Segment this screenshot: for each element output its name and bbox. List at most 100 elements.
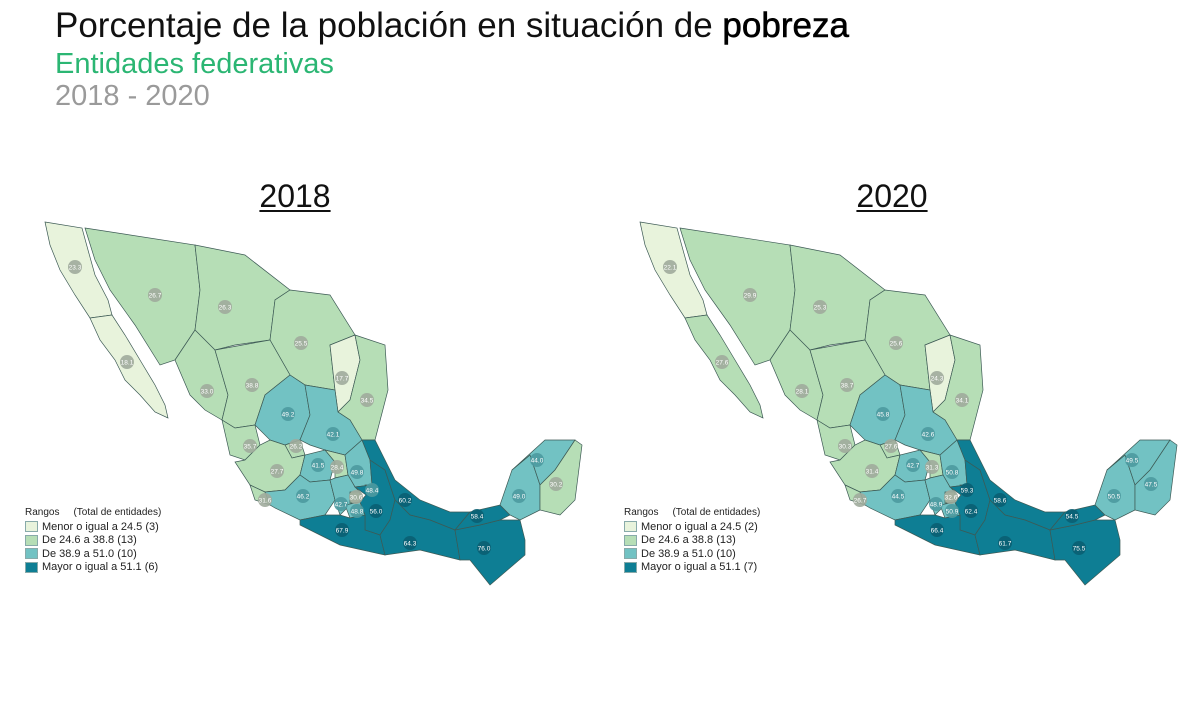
state-region	[789, 244, 886, 351]
value-badge	[1144, 477, 1158, 491]
legend-label: De 38.9 a 51.0 (10)	[42, 547, 137, 560]
state-value-label: 49.0	[513, 494, 526, 501]
value-badge	[470, 509, 484, 523]
value-badge	[289, 439, 303, 453]
state-value-label: 22.1	[664, 265, 677, 272]
value-badge	[944, 490, 958, 504]
value-badge	[930, 371, 944, 385]
value-badge	[663, 260, 677, 274]
value-badge	[930, 523, 944, 537]
value-badge	[330, 460, 344, 474]
state-value-label: 26.3	[219, 305, 232, 312]
state-value-label: 32.6	[945, 495, 958, 502]
map-title-2020: 2020	[856, 178, 928, 214]
state-value-label: 26.7	[149, 293, 162, 300]
legend-swatch	[624, 534, 637, 546]
legend-swatch	[25, 561, 38, 573]
state-value-label: 49.8	[351, 470, 364, 477]
state-value-label: 59.3	[961, 488, 974, 495]
value-badge	[245, 378, 259, 392]
value-badge	[120, 355, 134, 369]
state-region	[1134, 439, 1178, 516]
value-badge	[891, 489, 905, 503]
state-value-label: 27.6	[885, 444, 898, 451]
value-badge	[945, 504, 959, 518]
value-badge	[350, 504, 364, 518]
value-badge	[906, 458, 920, 472]
value-badge	[955, 393, 969, 407]
value-badge	[281, 407, 295, 421]
value-badge	[270, 464, 284, 478]
state-value-label: 30.3	[839, 444, 852, 451]
state-value-label: 23.3	[69, 265, 82, 272]
map-2020: 22.1 27.6 29.9 25.3 25.6 24.3 34.1 28.1 38.7 45.8…	[639, 221, 1178, 586]
value-badge	[68, 260, 82, 274]
legend-subtitle: (Total de entidades)	[73, 507, 162, 518]
state-region	[379, 499, 461, 561]
legend-swatch	[624, 521, 637, 533]
state-value-label: 75.5	[1073, 546, 1086, 553]
legend-title: Rangos	[25, 507, 60, 518]
legend-item: Menor o igual a 24.5 (2)	[624, 520, 760, 534]
state-value-label: 27.7	[271, 469, 284, 476]
legend-label: Menor o igual a 24.5 (3)	[42, 520, 159, 533]
value-badge	[1107, 489, 1121, 503]
value-badge	[218, 300, 232, 314]
value-badge	[335, 371, 349, 385]
state-value-label: 27.6	[716, 360, 729, 367]
state-value-label: 30.2	[550, 482, 563, 489]
value-badge	[477, 541, 491, 555]
value-badge	[1072, 541, 1086, 555]
value-badge	[743, 288, 757, 302]
legend-swatch	[624, 548, 637, 560]
state-value-label: 44.5	[892, 494, 905, 501]
value-badge	[369, 504, 383, 518]
legend-label: De 24.6 a 38.8 (13)	[641, 534, 736, 547]
state-value-label: 28.1	[796, 389, 809, 396]
value-badge	[838, 439, 852, 453]
value-badge	[964, 504, 978, 518]
legend-header: Rangos (Total de entidades)	[624, 507, 760, 518]
state-value-label: 45.8	[877, 412, 890, 419]
value-badge	[884, 439, 898, 453]
state-value-label: 66.4	[931, 528, 944, 535]
legend-swatch	[25, 548, 38, 560]
map-2018: 23.3 18.1 26.7 26.3 25.5 17.7 34.5 33.0 38.8 49.2…	[44, 221, 583, 586]
value-badge	[1125, 453, 1139, 467]
legend-item: De 38.9 a 51.0 (10)	[624, 547, 760, 561]
legend-swatch	[25, 521, 38, 533]
legend-item: De 24.6 a 38.8 (13)	[624, 534, 760, 548]
state-value-label: 56.0	[370, 509, 383, 516]
value-badge	[311, 458, 325, 472]
state-value-label: 47.5	[1145, 482, 1158, 489]
state-value-label: 64.3	[404, 541, 417, 548]
state-value-label: 58.4	[471, 514, 484, 521]
state-value-label: 50.9	[946, 509, 959, 516]
value-badge	[1065, 509, 1079, 523]
value-badge	[853, 493, 867, 507]
state-value-label: 31.6	[259, 498, 272, 505]
value-badge	[360, 393, 374, 407]
legend-label: De 38.9 a 51.0 (10)	[641, 547, 736, 560]
state-value-label: 58.6	[994, 498, 1007, 505]
state-value-label: 44.0	[531, 458, 544, 465]
state-value-label: 48.4	[366, 488, 379, 495]
state-region	[454, 519, 526, 586]
state-value-label: 50.8	[946, 470, 959, 477]
legend-item: De 24.6 a 38.8 (13)	[25, 534, 161, 548]
value-badge	[813, 300, 827, 314]
value-badge	[398, 493, 412, 507]
period-label: 2018 - 2020	[55, 80, 210, 112]
value-badge	[365, 483, 379, 497]
value-badge	[200, 384, 214, 398]
state-value-label: 38.8	[246, 383, 259, 390]
value-badge	[865, 464, 879, 478]
legend-subtitle: (Total de entidades)	[672, 507, 761, 518]
legend-header: Rangos (Total de entidades)	[25, 507, 161, 518]
state-value-label: 26.2	[290, 444, 303, 451]
state-value-label: 25.3	[814, 305, 827, 312]
page-title: Porcentaje de la población en situación …	[55, 6, 849, 46]
state-value-label: 33.0	[201, 389, 214, 396]
value-badge	[998, 536, 1012, 550]
